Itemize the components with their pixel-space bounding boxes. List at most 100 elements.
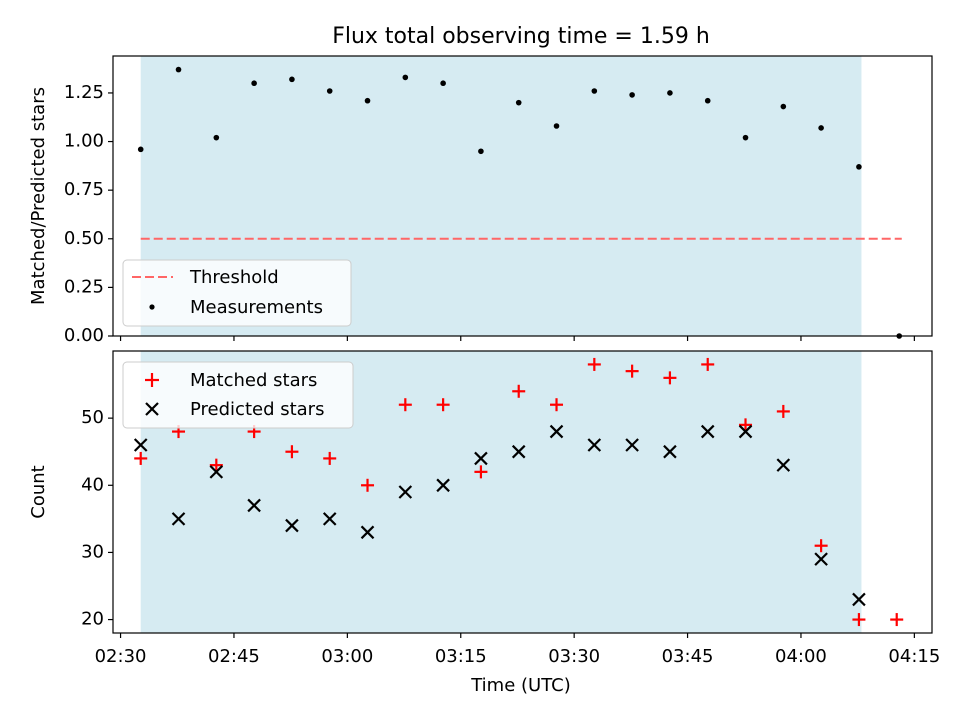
bottom-y-axis-label: Count xyxy=(28,465,49,518)
y-tick-label: 0.25 xyxy=(64,276,104,297)
y-tick-label: 20 xyxy=(81,609,104,630)
bottom-y-ticks: 20 30 40 50 xyxy=(81,407,113,630)
legend-matched-label: Matched stars xyxy=(190,370,317,391)
matched-point xyxy=(436,398,450,412)
predicted-point xyxy=(436,478,450,493)
predicted-point xyxy=(511,444,526,459)
measurement-point xyxy=(742,134,749,141)
bottom-axes-frame xyxy=(112,350,933,634)
predicted-point xyxy=(663,444,677,459)
predicted-point xyxy=(360,525,375,540)
predicted-point xyxy=(625,438,639,452)
matched-point xyxy=(209,458,223,472)
measurement-point xyxy=(704,97,711,104)
matched-point xyxy=(323,451,337,465)
predicted-point xyxy=(171,512,186,526)
measurement-point xyxy=(515,99,522,106)
measurement-point xyxy=(818,125,824,131)
x-axis-label: Time (UTC) xyxy=(470,675,571,696)
measurement-point xyxy=(856,164,862,170)
measurement-point xyxy=(629,92,635,98)
x-tick-label: 02:45 xyxy=(208,646,260,667)
measurement-point xyxy=(478,148,484,155)
top-y-ticks: 0.00 0.25 0.50 0.75 1.00 1.25 xyxy=(64,82,113,346)
x-tick-label: 03:00 xyxy=(321,646,373,667)
predicted-point xyxy=(322,512,337,526)
top-x-ticks xyxy=(119,336,915,341)
top-y-axis-label: Matched/Predicted stars xyxy=(28,87,49,305)
top-legend: Threshold Measurements xyxy=(122,259,352,327)
predicted-point xyxy=(398,485,413,499)
matched-point xyxy=(474,465,488,479)
bottom-legend: Matched stars Predicted stars xyxy=(122,361,354,429)
top-marks xyxy=(137,66,903,339)
y-tick-label: 0.50 xyxy=(64,228,104,249)
predicted-point xyxy=(133,438,148,452)
x-tick-label: 03:30 xyxy=(548,646,600,667)
x-tick-label: 03:45 xyxy=(662,646,714,667)
bottom-legend-box xyxy=(122,361,354,429)
predicted-point xyxy=(776,458,791,472)
measurement-point xyxy=(591,88,598,94)
measurement-point xyxy=(780,103,787,110)
matched-point xyxy=(776,404,790,418)
chart-title: Flux total observing time = 1.59 h xyxy=(332,24,710,49)
predicted-point xyxy=(285,518,299,533)
x-tick-label: 03:15 xyxy=(435,646,487,667)
matched-point xyxy=(814,539,828,553)
predicted-point xyxy=(587,438,602,452)
legend-matched-swatch xyxy=(145,373,159,387)
y-tick-label: 1.00 xyxy=(64,131,104,152)
legend-predicted-label: Predicted stars xyxy=(190,399,324,420)
y-tick-label: 50 xyxy=(81,407,104,428)
matched-point xyxy=(550,398,564,412)
matched-point xyxy=(512,384,526,398)
matched-point xyxy=(398,398,412,412)
predicted-point xyxy=(738,424,753,439)
matched-point xyxy=(890,613,904,627)
matched-point xyxy=(285,445,299,459)
top-legend-box xyxy=(122,259,352,327)
predicted-point xyxy=(852,592,866,607)
matched-point xyxy=(663,371,677,385)
measurement-point xyxy=(440,80,446,87)
predicted-point xyxy=(549,424,564,439)
matched-point xyxy=(134,451,148,465)
predicted-point xyxy=(700,424,715,439)
y-tick-label: 0.75 xyxy=(64,179,104,200)
measurement-point xyxy=(553,123,560,129)
matched-point xyxy=(361,478,375,492)
legend-measurements-label: Measurements xyxy=(190,297,323,318)
y-tick-label: 30 xyxy=(81,541,104,562)
predicted-point xyxy=(814,552,828,566)
matched-point xyxy=(852,613,866,627)
y-tick-label: 0.00 xyxy=(64,325,104,346)
legend-measurements-swatch xyxy=(149,304,155,310)
bottom-x-ticks: 02:30 02:45 03:00 03:15 03:30 03:45 04:00 04:15 xyxy=(95,633,940,667)
top-axes-frame xyxy=(112,55,933,337)
bottom-marks xyxy=(133,357,904,627)
x-tick-label: 04:00 xyxy=(775,646,827,667)
measurement-point xyxy=(289,76,295,83)
y-tick-label: 1.25 xyxy=(64,82,104,103)
measurement-point xyxy=(326,88,333,94)
matched-point xyxy=(625,364,639,378)
measurement-point xyxy=(175,66,182,73)
measurement-point xyxy=(137,146,144,153)
matched-point xyxy=(701,357,715,371)
predicted-point xyxy=(247,498,261,513)
top-panel: 0.00 0.25 0.50 0.75 1.00 1.25 Matched/Predict… xyxy=(28,55,933,346)
measurement-point xyxy=(402,74,409,81)
predicted-point xyxy=(474,451,488,466)
measurement-point xyxy=(251,80,257,87)
measurement-point xyxy=(213,134,220,141)
legend-threshold-label: Threshold xyxy=(189,267,279,288)
x-tick-label: 02:30 xyxy=(95,646,147,667)
y-tick-label: 40 xyxy=(81,474,104,495)
measurement-point xyxy=(364,97,371,104)
matched-point xyxy=(739,418,753,432)
measurement-point xyxy=(667,90,673,96)
x-tick-label: 04:15 xyxy=(888,646,940,667)
